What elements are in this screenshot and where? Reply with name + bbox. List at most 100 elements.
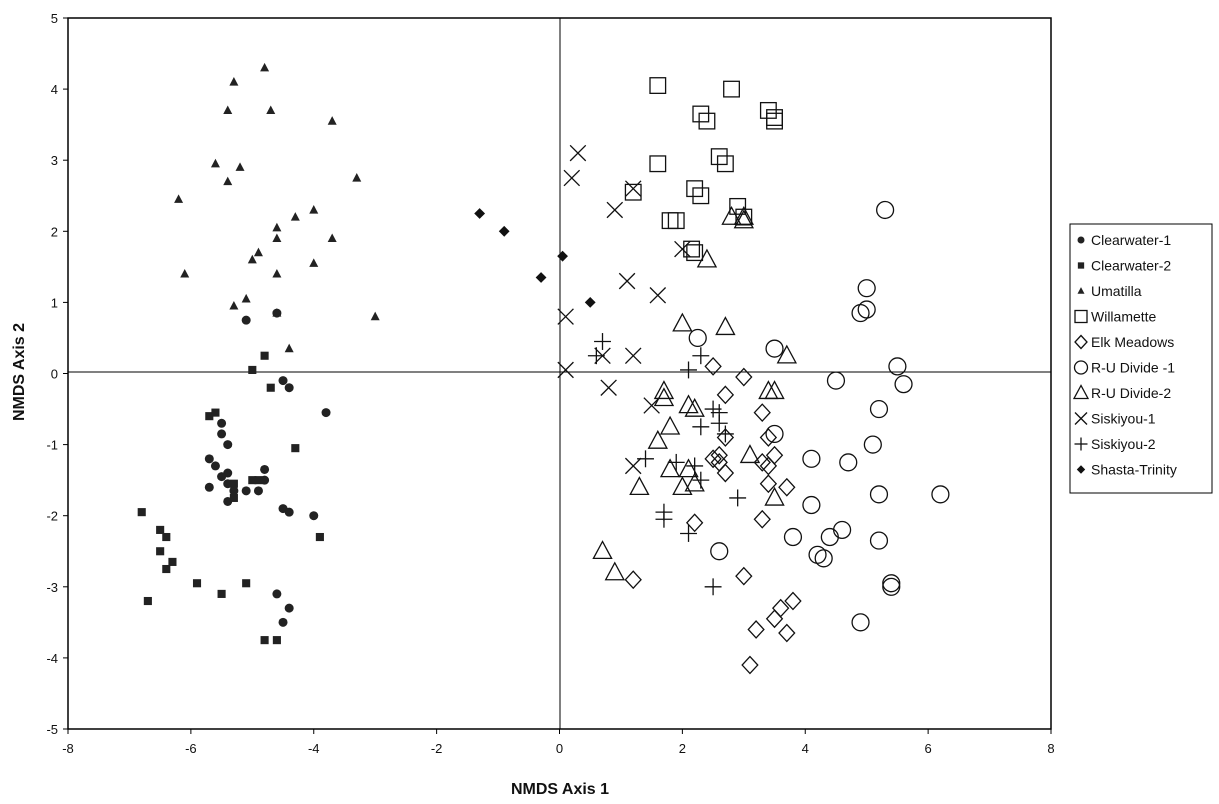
point-clearwater-2 — [168, 557, 177, 566]
x-tick-label: -6 — [185, 741, 197, 756]
point-umatilla — [235, 162, 245, 171]
y-tick-label: -3 — [46, 580, 58, 595]
y-tick-label: 1 — [51, 295, 58, 310]
point-siskiyou-1 — [674, 240, 691, 258]
point-clearwater-2 — [137, 508, 146, 517]
point-clearwater-2 — [260, 351, 269, 360]
legend-marker-r-u-divide-1 — [1073, 360, 1089, 375]
y-tick-label: 4 — [51, 82, 58, 97]
point-umatilla — [352, 173, 362, 182]
y-tick-label: -5 — [46, 722, 58, 737]
legend-label-clearwater-2: Clearwater-2 — [1091, 258, 1171, 274]
y-tick-label: -1 — [46, 438, 58, 453]
x-tick-label: 6 — [925, 741, 932, 756]
point-willamette — [698, 112, 716, 130]
point-umatilla — [247, 254, 257, 264]
point-elk-meadows — [624, 570, 642, 590]
point-r-u-divide-1 — [808, 545, 827, 564]
point-r-u-divide-1 — [765, 339, 784, 358]
point-r-u-divide-1 — [869, 399, 889, 419]
point-r-u-divide-1 — [869, 485, 889, 504]
point-r-u-divide-2 — [764, 380, 785, 400]
point-siskiyou-1 — [624, 347, 642, 364]
legend-marker-shasta-trinity — [1076, 465, 1086, 474]
point-elk-meadows — [704, 356, 722, 376]
point-clearwater-2 — [291, 444, 300, 453]
point-shasta-trinity — [474, 208, 486, 219]
point-umatilla — [210, 158, 220, 168]
point-r-u-divide-1 — [857, 279, 876, 298]
point-siskiyou-2 — [655, 510, 673, 528]
legend-label-siskiyou-2: Siskiyou-2 — [1091, 436, 1156, 452]
point-elk-meadows — [778, 623, 796, 643]
point-r-u-divide-1 — [882, 577, 901, 596]
point-clearwater-2 — [205, 412, 214, 421]
point-r-u-divide-1 — [826, 371, 846, 390]
point-clearwater-1 — [241, 315, 251, 325]
point-clearwater-2 — [229, 493, 238, 502]
point-clearwater-1 — [204, 454, 214, 464]
point-umatilla — [260, 62, 270, 72]
point-r-u-divide-2 — [715, 316, 736, 336]
y-tick-label: -2 — [46, 509, 58, 524]
point-elk-meadows — [704, 449, 722, 469]
point-willamette — [766, 109, 783, 126]
point-r-u-divide-2 — [629, 476, 650, 496]
point-siskiyou-2 — [637, 450, 654, 468]
point-elk-meadows — [759, 428, 778, 447]
point-willamette — [661, 212, 679, 230]
point-umatilla — [223, 176, 233, 186]
point-r-u-divide-1 — [863, 435, 882, 454]
point-clearwater-2 — [156, 547, 165, 556]
legend-box — [1069, 223, 1213, 494]
legend-marker-willamette — [1074, 309, 1088, 324]
point-clearwater-1 — [278, 617, 288, 627]
point-clearwater-1 — [284, 603, 294, 613]
point-shasta-trinity — [498, 225, 510, 237]
point-clearwater-2 — [192, 579, 202, 588]
point-r-u-divide-2 — [659, 415, 681, 435]
point-umatilla — [229, 301, 239, 310]
point-siskiyou-2 — [680, 361, 697, 379]
point-siskiyou-2 — [680, 525, 697, 542]
point-clearwater-2 — [162, 532, 171, 542]
point-siskiyou-2 — [704, 578, 722, 596]
point-umatilla — [253, 247, 263, 257]
x-tick-label: -8 — [62, 741, 74, 756]
point-r-u-divide-2 — [672, 476, 693, 496]
point-umatilla — [272, 222, 282, 232]
point-clearwater-1 — [204, 482, 214, 492]
point-clearwater-2 — [248, 365, 257, 374]
x-tick-label: -4 — [308, 741, 320, 756]
point-siskiyou-2 — [587, 347, 605, 365]
point-siskiyou-1 — [643, 397, 660, 414]
point-clearwater-1 — [272, 589, 282, 599]
point-r-u-divide-1 — [833, 520, 852, 540]
x-axis-title: NMDS Axis 1 — [511, 781, 609, 798]
legend-label-umatilla: Umatilla — [1091, 283, 1142, 299]
point-clearwater-1 — [241, 486, 251, 496]
point-siskiyou-1 — [600, 379, 617, 396]
x-tick-label: 4 — [802, 741, 809, 756]
point-r-u-divide-2 — [733, 209, 755, 229]
legend-marker-clearwater-2 — [1077, 262, 1085, 269]
legend-label-r-u-divide-1: R-U Divide -1 — [1091, 360, 1175, 376]
legend-label-clearwater-1: Clearwater-1 — [1091, 232, 1171, 248]
point-r-u-divide-2 — [653, 387, 675, 407]
point-siskiyou-2 — [692, 347, 710, 365]
point-elk-meadows — [741, 655, 759, 675]
point-siskiyou-2 — [692, 418, 710, 436]
point-r-u-divide-1 — [802, 449, 821, 468]
point-clearwater-1 — [210, 461, 220, 471]
axis-ticks: -8 -6 -4 -2 0 2 4 6 8 5 4 3 2 1 0 -1 -2 -3 -4 -5 — [46, 11, 1054, 756]
point-clearwater-1 — [223, 440, 233, 450]
point-siskiyou-1 — [557, 308, 574, 325]
point-willamette — [735, 208, 753, 226]
x-tick-label: 0 — [556, 741, 563, 756]
point-r-u-divide-2 — [647, 429, 668, 449]
point-umatilla — [180, 269, 190, 278]
point-siskiyou-1 — [624, 457, 642, 475]
point-willamette — [766, 112, 783, 130]
point-r-u-divide-1 — [688, 328, 707, 348]
